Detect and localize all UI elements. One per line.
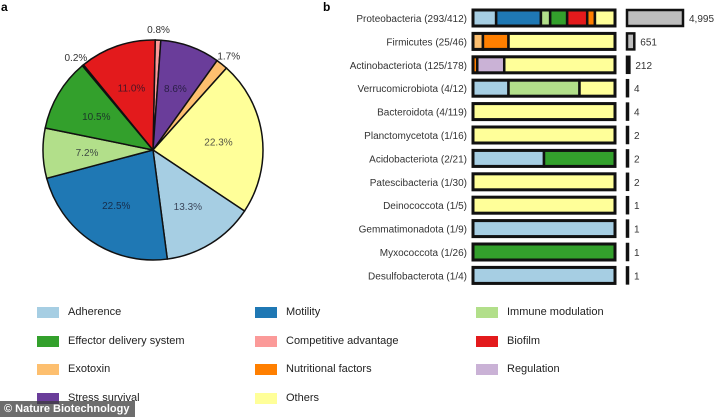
watermark: © Nature Biotechnology bbox=[0, 401, 136, 417]
count-label: 2 bbox=[634, 178, 640, 189]
bar-outline bbox=[471, 172, 617, 192]
bar-segment-immune-modulation bbox=[507, 78, 581, 98]
bar-segment-adherence bbox=[471, 78, 510, 98]
bar-segment-adherence bbox=[471, 266, 617, 285]
bar-segment-effector-delivery-system bbox=[542, 149, 617, 168]
count-label: 4,995 bbox=[689, 14, 714, 25]
count-label: 4 bbox=[634, 84, 640, 95]
bar-category-label: Bacteroidota (4/119) bbox=[377, 108, 467, 119]
bar-category-label: Desulfobacterota (1/4) bbox=[368, 271, 467, 282]
count-label: 2 bbox=[634, 154, 640, 165]
pie-label-nutritional-factors: 0.2% bbox=[64, 53, 87, 64]
count-bar bbox=[625, 55, 631, 75]
count-label: 1 bbox=[634, 271, 640, 282]
bar-segment-others bbox=[471, 102, 617, 121]
panel-label-a: a bbox=[1, 0, 8, 14]
bar-outline bbox=[471, 102, 617, 122]
count-bar bbox=[625, 102, 630, 121]
bar-category-label: Actinobacteriota (125/178) bbox=[350, 61, 467, 72]
pie-label-others: 22.3% bbox=[204, 138, 232, 149]
count-bar bbox=[625, 125, 630, 145]
pie-label-competitive-advantage: 0.8% bbox=[147, 25, 170, 36]
count-label: 4 bbox=[634, 108, 640, 119]
pie-label-immune-modulation: 7.2% bbox=[76, 148, 99, 159]
bar-outline bbox=[471, 195, 617, 215]
panel-label-b: b bbox=[323, 0, 330, 14]
bar-segment-others bbox=[471, 195, 617, 215]
count-bar bbox=[625, 8, 685, 28]
pie-slice-effector-delivery-system bbox=[44, 64, 155, 152]
bar-outline bbox=[471, 265, 617, 285]
bar-category-label: Deinococcota (1/5) bbox=[383, 201, 467, 212]
count-bar bbox=[625, 172, 630, 192]
pie-slice-motility bbox=[45, 149, 169, 261]
bar-outline bbox=[471, 55, 617, 75]
bar-segment-others bbox=[471, 172, 617, 192]
bar-segment-adherence bbox=[471, 149, 546, 168]
bar-category-label: Planctomycetota (1/16) bbox=[364, 131, 467, 142]
pie-chart: 0.8% 8.6% 1.7% 22.3% 13.3% 22.5% 7.2% 10.5% 0.2%… bbox=[42, 25, 264, 261]
count-label: 651 bbox=[640, 37, 657, 48]
count-bar bbox=[625, 195, 630, 215]
bar-segment-effector-delivery-system bbox=[548, 8, 569, 28]
stacked-bar-chart: Proteobacteria (293/412) 4,995 Firmicutes … bbox=[350, 8, 714, 285]
count-label: 1 bbox=[634, 201, 640, 212]
bar-outline bbox=[471, 78, 617, 98]
bar-outline bbox=[471, 242, 617, 262]
bar-category-label: Acidobacteriota (2/21) bbox=[369, 154, 467, 165]
bar-category-label: Firmicutes (25/46) bbox=[386, 37, 467, 48]
pie-label-adherence: 13.3% bbox=[174, 202, 202, 213]
bar-category-label: Patescibacteria (1/30) bbox=[370, 178, 467, 189]
count-bar bbox=[625, 266, 630, 285]
bar-category-label: Proteobacteria (293/412) bbox=[356, 14, 467, 25]
bar-segment-others bbox=[593, 8, 617, 28]
pie-slice-biofilm bbox=[82, 39, 156, 153]
bar-segment-adherence bbox=[471, 219, 617, 238]
bar-outline bbox=[471, 148, 617, 168]
count-bar bbox=[625, 149, 630, 168]
pie-label-biofilm: 11.0% bbox=[118, 84, 146, 95]
pie-label-motility: 22.5% bbox=[102, 201, 130, 212]
pie-label-stress-survival: 8.6% bbox=[164, 84, 187, 95]
count-bar bbox=[625, 32, 636, 51]
pie-slice-adherence bbox=[152, 148, 246, 260]
bar-segment-others bbox=[471, 125, 617, 145]
bar-segment-motility bbox=[494, 8, 543, 28]
count-label: 212 bbox=[635, 61, 652, 72]
pie-slice-others bbox=[151, 67, 264, 213]
bar-segment-adherence bbox=[471, 8, 498, 28]
bar-segment-effector-delivery-system bbox=[471, 242, 617, 262]
bar-segment-others bbox=[502, 55, 617, 75]
bar-segment-biofilm bbox=[565, 8, 589, 28]
bar-segment-nutritional-factors bbox=[481, 32, 510, 51]
pie-label-exotoxin: 1.7% bbox=[217, 52, 240, 63]
bar-segment-others bbox=[507, 32, 617, 51]
count-label: 1 bbox=[634, 225, 640, 236]
pie-label-effector-delivery-system: 10.5% bbox=[82, 112, 110, 123]
bar-outline bbox=[471, 219, 617, 239]
count-label: 1 bbox=[634, 248, 640, 259]
count-bar bbox=[625, 242, 630, 262]
count-bar bbox=[625, 78, 630, 98]
bar-category-label: Myxococcota (1/26) bbox=[380, 248, 467, 259]
bar-outline bbox=[471, 8, 617, 28]
bar-category-label: Verrucomicrobiota (4/12) bbox=[358, 84, 468, 95]
count-bar bbox=[625, 219, 630, 238]
bar-segment-regulation bbox=[476, 55, 506, 75]
bar-category-label: Gemmatimonadota (1/9) bbox=[359, 225, 467, 236]
bar-outline bbox=[471, 125, 617, 145]
bar-segment-immune-modulation bbox=[539, 8, 552, 28]
bar-segment-others bbox=[578, 78, 617, 98]
count-label: 2 bbox=[634, 131, 640, 142]
bar-outline bbox=[471, 31, 617, 51]
